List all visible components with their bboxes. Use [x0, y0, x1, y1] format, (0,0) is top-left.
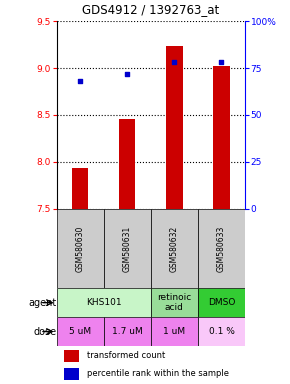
Bar	[198, 209, 245, 288]
Bar	[104, 317, 151, 346]
Point	[78, 78, 82, 84]
Text: 0.1 %: 0.1 %	[209, 327, 234, 336]
Text: 1 uM: 1 uM	[163, 327, 185, 336]
Bar	[64, 349, 79, 362]
Text: DMSO: DMSO	[208, 298, 235, 307]
Bar	[198, 317, 245, 346]
Bar	[151, 209, 198, 288]
Point	[219, 60, 224, 66]
Bar	[57, 209, 104, 288]
Bar	[64, 367, 79, 380]
Text: GSM580633: GSM580633	[217, 225, 226, 272]
Text: 1.7 uM: 1.7 uM	[112, 327, 143, 336]
Bar	[151, 317, 198, 346]
Text: GSM580632: GSM580632	[170, 225, 179, 271]
Text: agent: agent	[28, 298, 57, 308]
Bar	[57, 288, 151, 317]
Bar	[104, 209, 151, 288]
Text: GSM580630: GSM580630	[76, 225, 85, 272]
Bar	[151, 288, 198, 317]
Text: 5 uM: 5 uM	[69, 327, 91, 336]
Bar	[213, 66, 230, 209]
Point	[172, 60, 177, 66]
Text: percentile rank within the sample: percentile rank within the sample	[87, 369, 229, 378]
Text: GSM580631: GSM580631	[123, 225, 132, 271]
Point	[125, 71, 130, 77]
Text: dose: dose	[33, 326, 57, 336]
Bar	[72, 169, 88, 209]
Bar	[166, 46, 183, 209]
Bar	[119, 119, 135, 209]
Text: transformed count: transformed count	[87, 351, 165, 360]
Bar	[57, 317, 104, 346]
Bar	[198, 288, 245, 317]
Text: retinoic
acid: retinoic acid	[157, 293, 191, 312]
Text: KHS101: KHS101	[86, 298, 122, 307]
Text: GDS4912 / 1392763_at: GDS4912 / 1392763_at	[82, 3, 220, 16]
